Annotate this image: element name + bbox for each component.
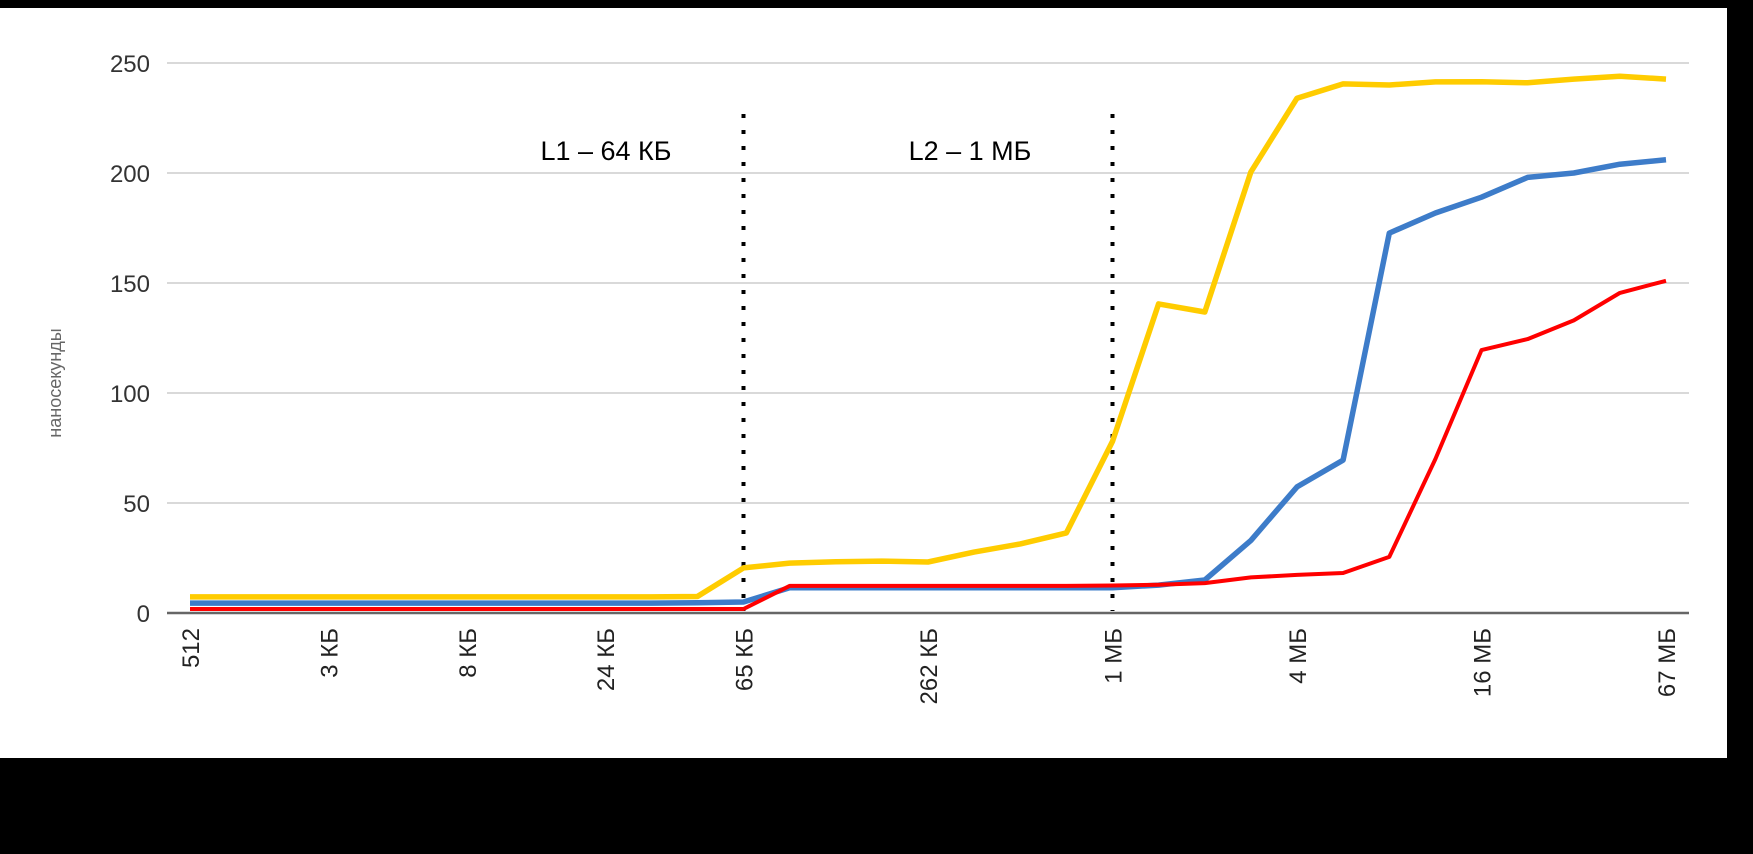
series-line-yellow xyxy=(190,73,1667,600)
y-tick-label: 0 xyxy=(137,601,150,628)
y-tick-label: 250 xyxy=(110,51,150,78)
chart-canvas: 0 50 100 150 200 250 512 3 КБ 8 КБ 24 КБ 65 КБ 262… xyxy=(0,8,1727,758)
x-tick-label: 3 КБ xyxy=(316,628,343,678)
y-tick-label: 50 xyxy=(123,491,150,518)
x-tick-label: 512 xyxy=(178,628,205,668)
line-chart: 0 50 100 150 200 250 512 3 КБ 8 КБ 24 КБ 65 КБ 262… xyxy=(45,51,1689,704)
x-tick-label: 24 КБ xyxy=(593,628,620,691)
x-tick-label: 1 МБ xyxy=(1101,628,1128,684)
x-tick-label: 67 МБ xyxy=(1654,628,1681,697)
series-line-red xyxy=(190,278,1667,611)
cache-annotation-label: L2 – 1 МБ xyxy=(909,136,1032,166)
gridlines xyxy=(167,62,1689,615)
x-tick-label: 16 МБ xyxy=(1470,628,1497,697)
x-axis-ticks: 512 3 КБ 8 КБ 24 КБ 65 КБ 262 КБ 1 МБ 4 МБ 16 МБ… xyxy=(178,628,1681,704)
x-tick-label: 4 МБ xyxy=(1285,628,1312,684)
y-tick-label: 100 xyxy=(110,381,150,408)
series-line-blue xyxy=(190,157,1667,606)
y-axis-ticks: 0 50 100 150 200 250 xyxy=(110,51,150,628)
cache-annotations: L1 – 64 КБ L2 – 1 МБ xyxy=(540,114,1115,611)
y-tick-label: 200 xyxy=(110,161,150,188)
x-tick-label: 8 КБ xyxy=(455,628,482,678)
x-tick-label: 262 КБ xyxy=(916,628,943,704)
cache-annotation-label: L1 – 64 КБ xyxy=(540,136,671,166)
x-tick-label: 65 КБ xyxy=(732,628,759,691)
data-series xyxy=(190,73,1667,611)
y-tick-label: 150 xyxy=(110,271,150,298)
y-axis-label: наносекунды xyxy=(45,328,65,437)
